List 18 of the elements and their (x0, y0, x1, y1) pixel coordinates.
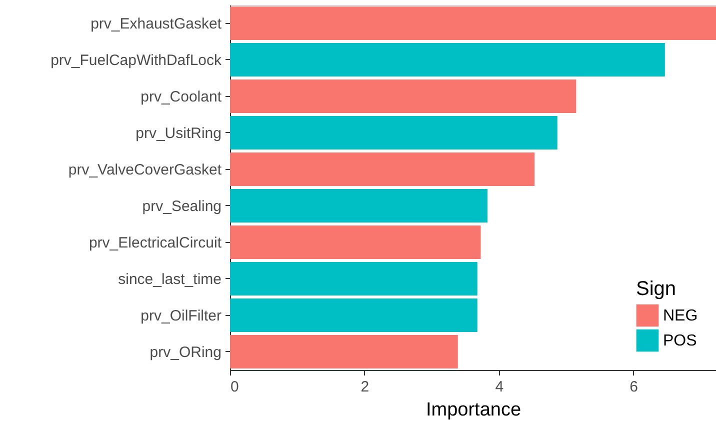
y-tick-label: since_last_time (118, 270, 222, 288)
y-tick-label: prv_ORing (150, 344, 222, 361)
y-tick-label: prv_UsitRing (136, 124, 222, 142)
x-tick-label: 6 (630, 378, 638, 396)
y-tick-label: prv_OilFilter (140, 307, 222, 324)
legend-label: NEG (663, 308, 698, 324)
y-tick-label: prv_ElectricalCircuit (88, 234, 222, 252)
y-tick-label: prv_ValveCoverGasket (68, 161, 222, 178)
x-axis-title: Importance (426, 400, 522, 420)
y-tick-label: prv_Coolant (140, 88, 222, 106)
legend-title: Sign (636, 278, 676, 300)
x-tick-label: 0 (230, 378, 239, 396)
y-tick-label: prv_FuelCapWithDafLock (50, 52, 222, 69)
legend-label: POS (663, 332, 697, 350)
x-tick-label: 4 (495, 378, 504, 396)
y-tick-label: prv_Sealing (142, 198, 222, 215)
y-tick-label: prv_ExhaustGasket (90, 15, 222, 32)
x-tick-label: 2 (360, 378, 370, 396)
